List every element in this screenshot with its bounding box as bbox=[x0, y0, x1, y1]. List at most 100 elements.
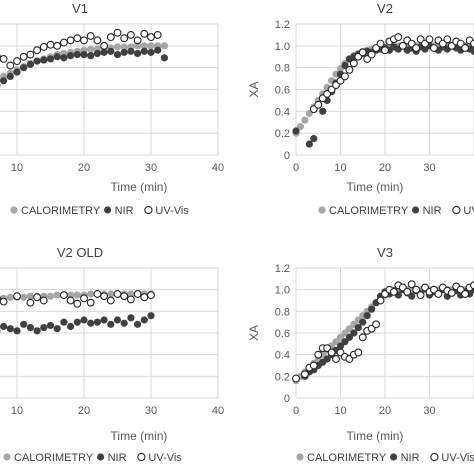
data-point-uvvis bbox=[394, 33, 403, 42]
legend-marker bbox=[144, 205, 153, 215]
data-point-calorimetry bbox=[6, 293, 14, 301]
data-point-nir bbox=[107, 320, 115, 328]
legend: CALORIMETRY NIR UV-Vis bbox=[3, 452, 182, 464]
data-point-calorimetry bbox=[73, 291, 81, 299]
legend-marker bbox=[97, 453, 105, 461]
legend-label: UV-Vis bbox=[441, 452, 474, 464]
data-point-nir bbox=[310, 135, 318, 143]
data-point-nir bbox=[319, 107, 327, 115]
data-point-uvvis bbox=[461, 44, 470, 52]
data-point-calorimetry bbox=[46, 292, 55, 300]
data-point-nir bbox=[127, 47, 135, 55]
y-tick-label: 0 bbox=[284, 393, 290, 405]
data-point-uvvis bbox=[314, 350, 323, 359]
data-point-nir bbox=[305, 140, 313, 148]
data-point-nir bbox=[33, 327, 41, 335]
data-point-nir bbox=[40, 56, 48, 64]
data-point-calorimetry bbox=[87, 290, 95, 298]
data-point-nir bbox=[20, 320, 28, 328]
data-point-uvvis bbox=[13, 57, 21, 66]
data-point-uvvis bbox=[106, 33, 115, 42]
data-point-uvvis bbox=[26, 298, 35, 307]
data-point-nir bbox=[341, 338, 349, 346]
legend-marker bbox=[3, 453, 11, 461]
chart-panel-1: V1 10 20 30 40 Time (min) CALORIMETRY NIR UV-Vis bbox=[0, 1, 224, 217]
data-point-nir bbox=[354, 323, 362, 332]
data-point-uvvis bbox=[80, 36, 88, 45]
data-point-calorimetry bbox=[301, 116, 309, 124]
data-point-uvvis bbox=[425, 35, 434, 44]
data-point-nir bbox=[120, 319, 128, 327]
data-point-nir bbox=[87, 319, 95, 327]
data-point-calorimetry bbox=[341, 329, 349, 337]
data-point-calorimetry bbox=[345, 325, 353, 333]
data-point-uvvis bbox=[147, 33, 155, 42]
legend-label: NIR bbox=[401, 452, 420, 464]
y-axis-label: XA bbox=[247, 81, 261, 97]
data-point-nir bbox=[20, 64, 28, 72]
data-point-nir bbox=[470, 47, 474, 55]
y-axis-label: XA bbox=[247, 325, 261, 341]
data-point-uvvis bbox=[349, 59, 358, 68]
legend-label: UV-Vis bbox=[155, 205, 189, 217]
chart-panel-3: V2 OLD 10 20 30 40 Time (min) CALORIMETRY NIR UV… bbox=[0, 245, 224, 464]
x-tick-label: 0 bbox=[293, 405, 299, 417]
y-tick-label: 1.0 bbox=[275, 41, 290, 53]
data-point-uvvis bbox=[6, 61, 15, 70]
data-point-uvvis bbox=[376, 39, 385, 48]
legend-label: CALORIMETRY bbox=[329, 205, 409, 217]
chart-title: V2 bbox=[377, 1, 393, 16]
data-point-uvvis bbox=[100, 41, 109, 50]
data-point-nir bbox=[0, 329, 1, 333]
legend: CALORIMETRY NIR UV-Vis bbox=[296, 452, 474, 464]
data-point-uvvis bbox=[0, 54, 8, 63]
x-tick-label: 10 bbox=[334, 405, 346, 417]
data-point-uvvis bbox=[120, 292, 129, 301]
data-point-nir bbox=[0, 77, 8, 85]
data-point-nir bbox=[67, 52, 75, 60]
data-point-uvvis bbox=[153, 30, 162, 39]
data-point-uvvis bbox=[140, 29, 149, 38]
data-point-nir bbox=[93, 318, 101, 326]
data-point-nir bbox=[134, 320, 142, 328]
chart-title: V2 OLD bbox=[57, 245, 103, 260]
legend-marker bbox=[104, 206, 112, 214]
data-point-nir bbox=[6, 325, 14, 333]
data-point-uvvis bbox=[140, 293, 149, 302]
data-point-nir bbox=[140, 47, 148, 55]
data-point-nir bbox=[80, 316, 88, 324]
y-tick-label: 1.2 bbox=[275, 263, 290, 275]
data-point-uvvis bbox=[46, 40, 55, 49]
data-point-uvvis bbox=[389, 287, 398, 296]
legend-marker bbox=[318, 206, 326, 214]
data-point-nir bbox=[46, 55, 55, 63]
x-tick-label: 30 bbox=[423, 162, 435, 174]
legend-label: NIR bbox=[115, 205, 134, 217]
legend-label: CALORIMETRY bbox=[307, 452, 387, 464]
data-point-uvvis bbox=[100, 292, 109, 301]
data-point-uvvis bbox=[372, 320, 381, 329]
legend-label: UV-Vis bbox=[148, 452, 182, 464]
data-point-uvvis bbox=[381, 46, 389, 55]
data-point-uvvis bbox=[412, 285, 421, 294]
data-point-uvvis bbox=[73, 34, 82, 43]
data-point-uvvis bbox=[332, 355, 340, 363]
data-point-calorimetry bbox=[87, 45, 95, 53]
data-point-nir bbox=[46, 321, 55, 330]
data-point-nir bbox=[345, 333, 353, 341]
chart-panel-2: V2 0 10 20 30 0 0.2 0.4 0.6 0.8 1.0 1.2 Time (min) XA… bbox=[247, 1, 474, 217]
data-point-uvvis bbox=[133, 290, 142, 298]
data-point-nir bbox=[100, 48, 108, 56]
data-point-nir bbox=[368, 305, 376, 313]
x-tick-label: 20 bbox=[78, 162, 90, 174]
data-point-uvvis bbox=[461, 290, 470, 298]
y-tick-label: 0.4 bbox=[275, 106, 290, 118]
data-point-nir bbox=[336, 342, 345, 350]
data-point-uvvis bbox=[59, 291, 68, 300]
y-tick-label: 0 bbox=[284, 150, 290, 162]
data-point-calorimetry bbox=[336, 333, 345, 341]
data-point-uvvis bbox=[73, 299, 82, 308]
data-point-calorimetry bbox=[113, 43, 122, 51]
data-point-calorimetry bbox=[134, 42, 142, 50]
data-point-uvvis bbox=[434, 290, 443, 298]
